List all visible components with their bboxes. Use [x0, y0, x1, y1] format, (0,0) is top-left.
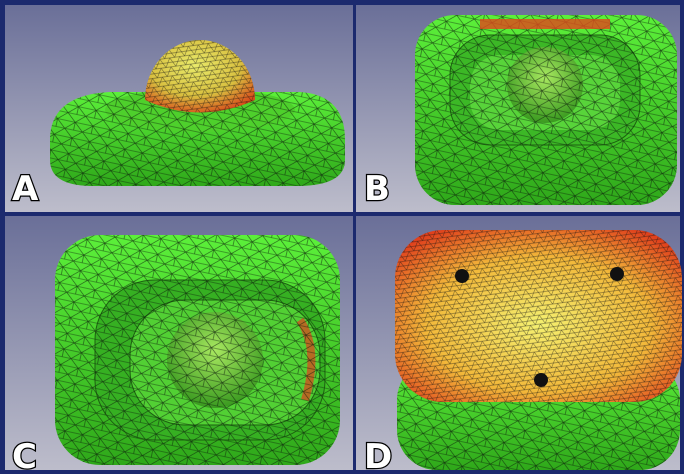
panel-c — [5, 216, 353, 470]
panel-a — [5, 5, 353, 212]
panel-d — [356, 216, 682, 470]
divider — [353, 5, 356, 470]
panel-b — [356, 5, 680, 212]
panel-label: A — [12, 169, 39, 209]
divider — [5, 212, 680, 216]
panel-label: B — [364, 169, 390, 209]
figure: A B C D — [0, 0, 684, 474]
panel-label: D — [364, 437, 392, 474]
panel-label: C — [12, 437, 37, 474]
